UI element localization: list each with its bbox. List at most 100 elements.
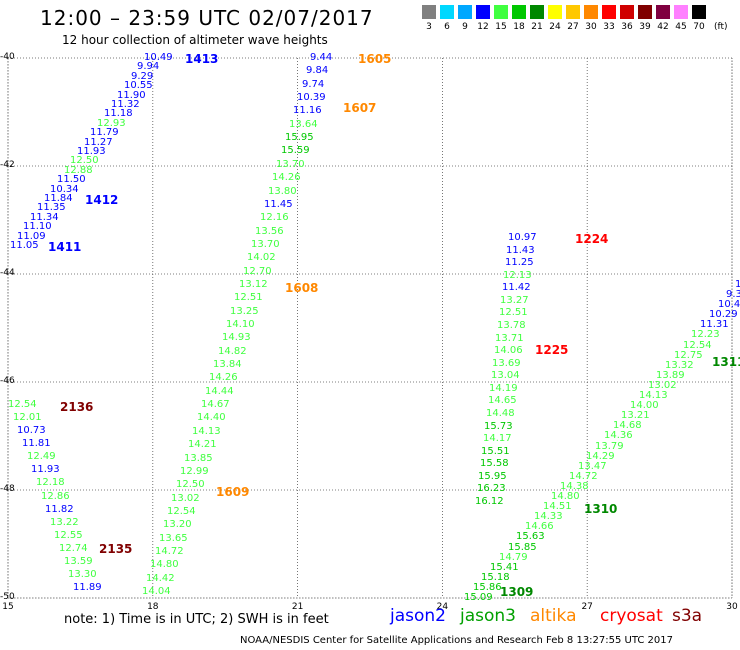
footer-credit: NOAA/NESDIS Center for Satellite Applica… (240, 635, 673, 646)
wave-height-value: 14.19 (489, 383, 518, 394)
wave-height-value: 10.34 (50, 184, 79, 195)
wave-height-value: 11.16 (293, 105, 322, 116)
latitude-label: -40 (0, 52, 15, 62)
wave-height-value: 13.56 (255, 226, 284, 237)
pass-id-label: 1609 (216, 485, 250, 499)
pass-id-label: 1411 (48, 240, 82, 254)
legend-s3a: s3a (672, 606, 703, 626)
wave-height-value: 12.54 (8, 399, 37, 410)
wave-height-value: 12.16 (260, 212, 289, 223)
scale-label: 39 (639, 22, 651, 32)
wave-height-value: 11.93 (31, 464, 60, 475)
scale-swatch (530, 5, 544, 19)
wave-height-value: 12.50 (70, 155, 99, 166)
scale-swatch (440, 5, 454, 19)
wave-height-value: 11.05 (10, 240, 39, 251)
wave-height-value: 14.68 (613, 420, 642, 431)
wave-height-value: 13.65 (159, 533, 188, 544)
wave-height-value: 11.34 (30, 212, 59, 223)
scale-label: 36 (621, 22, 633, 32)
latitude-label: -50 (0, 592, 15, 602)
wave-height-value: 11.84 (44, 193, 73, 204)
wave-height-value: 11.81 (22, 438, 51, 449)
scale-label: 12 (477, 22, 489, 32)
wave-height-value: 15.58 (480, 458, 509, 469)
wave-height-value: 14.44 (205, 386, 234, 397)
wave-height-value: 14.04 (142, 586, 171, 597)
wave-height-value: 11.35 (37, 202, 66, 213)
wave-height-value: 14.93 (222, 332, 251, 343)
pass-id-label: 2136 (60, 400, 94, 414)
wave-height-value: 11.31 (700, 319, 729, 330)
scale-label: 30 (585, 22, 597, 32)
pass-id-label: 1608 (285, 281, 319, 295)
pass-id-label: 1310 (584, 502, 618, 516)
map-frame (7, 57, 733, 599)
note-text: note: 1) Time is in UTC; 2) SWH is in fe… (64, 612, 329, 627)
wave-height-value: 13.64 (289, 119, 318, 130)
wave-height-value: 11.79 (90, 127, 119, 138)
map-title: 12:00 – 23:59 UTC 02/07/2017 (40, 6, 374, 30)
wave-height-value: 13.02 (171, 493, 200, 504)
scale-label: 21 (531, 22, 543, 32)
scale-label: 9 (462, 22, 468, 32)
wave-height-value: 14.26 (272, 172, 301, 183)
wave-height-value: 13.25 (230, 306, 259, 317)
pass-id-label: 1309 (500, 585, 534, 599)
wave-height-value: 10.97 (508, 232, 537, 243)
wave-height-value: 12.70 (243, 266, 272, 277)
wave-height-value: 15.59 (281, 145, 310, 156)
wave-height-value: 14.13 (639, 390, 668, 401)
scale-swatch (512, 5, 526, 19)
latitude-label: -46 (0, 376, 15, 386)
wave-height-value: 14.26 (209, 372, 238, 383)
wave-height-value: 10.49 (144, 52, 173, 63)
wave-height-value: 14.48 (486, 408, 515, 419)
legend-jason2: jason2 (390, 606, 446, 626)
longitude-label: 30 (726, 602, 738, 612)
scale-label: 33 (603, 22, 615, 32)
legend-altika: altika (530, 606, 577, 626)
legend-jason3: jason3 (460, 606, 516, 626)
scale-label: 6 (444, 22, 450, 32)
scale-swatch (476, 5, 490, 19)
wave-height-value: 15.73 (484, 421, 513, 432)
wave-height-value: 14.10 (226, 319, 255, 330)
wave-height-value: 9.30 (726, 289, 740, 300)
latitude-label: -48 (0, 484, 15, 494)
scale-swatch (602, 5, 616, 19)
scale-unit: (ft) (714, 22, 728, 32)
wave-height-value: 14.65 (488, 395, 517, 406)
scale-label: 42 (657, 22, 669, 32)
wave-height-value: 10.29 (709, 309, 738, 320)
wave-height-value: 16.23 (477, 483, 506, 494)
scale-swatch (656, 5, 670, 19)
wave-height-value: 14.21 (188, 439, 217, 450)
longitude-label: 27 (581, 602, 593, 612)
latitude-label: -44 (0, 268, 15, 278)
wave-height-value: 11.82 (45, 504, 74, 515)
scale-label: 45 (675, 22, 687, 32)
wave-height-value: 14.38 (560, 481, 589, 492)
wave-height-value: 11.45 (264, 199, 293, 210)
wave-height-value: 12.88 (64, 165, 93, 176)
wave-height-value: 13.84 (213, 359, 242, 370)
wave-height-value: 11.93 (77, 146, 106, 157)
pass-id-label: 1607 (343, 101, 377, 115)
wave-height-value: 15.51 (481, 446, 510, 457)
wave-height-value: 13.71 (495, 333, 524, 344)
wave-height-value: 13.89 (656, 370, 685, 381)
wave-height-value: 14.42 (146, 573, 175, 584)
scale-swatch (458, 5, 472, 19)
wave-height-value: 11.09 (17, 231, 46, 242)
wave-height-value: 15.18 (481, 572, 510, 583)
longitude-label: 15 (2, 602, 14, 612)
pass-id-label: 1413 (185, 52, 219, 66)
wave-height-value: 13.47 (578, 461, 607, 472)
wave-height-value: 12.13 (503, 270, 532, 281)
wave-height-value: 12.54 (683, 340, 712, 351)
wave-height-value: 14.79 (499, 552, 528, 563)
wave-height-value: 9.44 (310, 52, 333, 63)
wave-height-value: 15.63 (516, 531, 545, 542)
